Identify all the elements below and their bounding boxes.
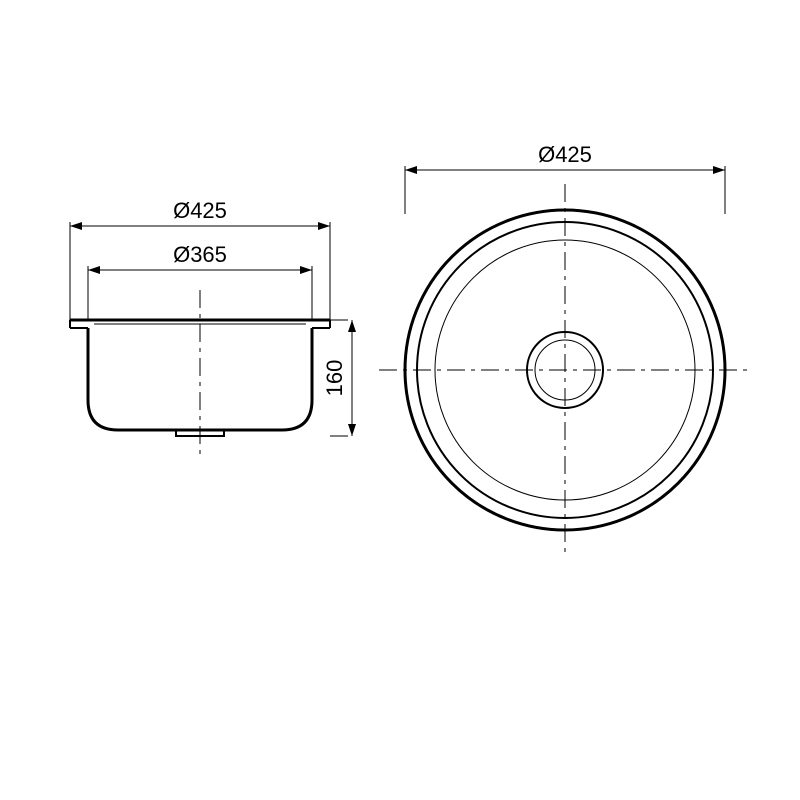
- technical-drawing: Ø425 Ø365 160 Ø425: [0, 0, 800, 800]
- dim-outer-dia-label: Ø425: [173, 198, 227, 223]
- side-view: [70, 290, 330, 460]
- dim-depth-label: 160: [322, 360, 347, 397]
- top-view: [379, 184, 751, 556]
- dim-top-dia-label: Ø425: [538, 142, 592, 167]
- dim-inner-dia-label: Ø365: [173, 242, 227, 267]
